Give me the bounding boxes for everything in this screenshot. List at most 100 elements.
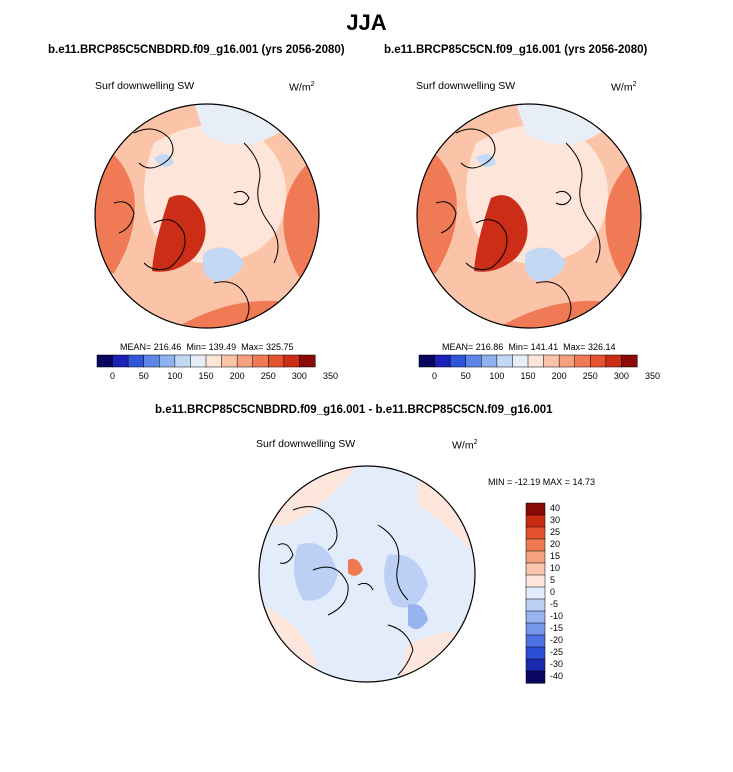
difference-colorbar-tick-label: -10 <box>550 611 564 621</box>
left-colorbar-box <box>205 354 223 368</box>
right-colorbar-box <box>481 354 498 368</box>
difference-colorbar-box <box>525 574 546 588</box>
left-colorbar-box <box>112 354 129 368</box>
left-colorbar-box <box>268 354 285 368</box>
right-colorbar-box <box>605 354 622 368</box>
difference-polar-map <box>258 465 476 683</box>
difference-panel-title: b.e11.BRCP85C5CNBDRD.f09_g16.001 - b.e11… <box>155 404 553 416</box>
difference-map-border <box>258 465 476 683</box>
difference-colorbar-tick-label: -25 <box>550 647 564 657</box>
difference-colorbar-tick-label: 30 <box>550 515 561 525</box>
right-map-field <box>417 104 641 328</box>
left-colorbar <box>96 354 316 368</box>
left-colorbar-box <box>127 354 145 368</box>
right-colorbar-tick-label: 0 <box>432 371 438 381</box>
right-coastline <box>465 219 508 271</box>
right-greenland <box>474 195 528 272</box>
right-colorbar-box <box>621 354 638 368</box>
difference-colorbar-tick-label: 40 <box>550 503 561 513</box>
right-colorbar-box <box>574 354 591 368</box>
right-coastline <box>555 190 572 206</box>
right-colorbar-box <box>418 354 436 368</box>
difference-negative-patch <box>384 554 428 608</box>
difference-colorbar-tick-label: -15 <box>550 623 564 633</box>
right-map-border <box>416 103 642 329</box>
left-coastline <box>233 190 250 206</box>
difference-coastline <box>387 624 414 676</box>
right-colorbar-box <box>449 354 467 368</box>
difference-colorbar-tick-label: -40 <box>550 671 564 681</box>
left-atlantic-low <box>202 247 244 282</box>
left-colorbar-box <box>236 354 254 368</box>
left-coastline <box>133 128 174 169</box>
left-map-field <box>95 104 319 328</box>
left-colorbar-tick-label: 50 <box>138 371 149 381</box>
left-blue-patch <box>154 154 174 167</box>
difference-colorbar-box <box>525 562 546 576</box>
left-colorbar-tick-label: 300 <box>291 371 307 381</box>
right-colorbar-box <box>527 354 545 368</box>
left-variable-label: Surf downwelling SW <box>95 80 195 92</box>
left-colorbar-box <box>283 354 300 368</box>
left-colorbar-ticks: 0 50 100 150 200 250 300 350 <box>97 371 338 383</box>
difference-colorbar-tick-label: -5 <box>550 599 559 609</box>
difference-colorbar-tick-label: 15 <box>550 551 561 561</box>
difference-coastline <box>292 506 338 551</box>
right-coastline <box>435 201 457 234</box>
right-variable-label: Surf downwelling SW <box>416 80 516 92</box>
right-colorbar-tick-label: 50 <box>460 371 471 381</box>
right-polar-map <box>416 103 642 329</box>
right-colorbar-tick-label: 300 <box>613 371 629 381</box>
left-coastline <box>243 142 279 264</box>
left-coastline <box>143 219 186 271</box>
difference-colorbar-box <box>525 646 546 660</box>
difference-coastline <box>277 543 294 564</box>
difference-colorbar-box <box>525 634 546 648</box>
difference-colorbar-tick-label: 0 <box>550 587 556 597</box>
difference-colorbar-tick-label: 25 <box>550 527 561 537</box>
right-colorbar-tick-label: 350 <box>645 371 661 381</box>
right-colorbar-box <box>434 354 451 368</box>
right-colorbar-tick-label: 150 <box>520 371 536 381</box>
left-coastline <box>213 281 250 324</box>
right-coastline <box>455 128 496 169</box>
right-colorbar-box <box>496 354 513 368</box>
left-colorbar-box <box>190 354 207 368</box>
right-colorbar-box <box>558 354 576 368</box>
difference-colorbar-box <box>525 598 546 612</box>
right-colorbar-tick-label: 250 <box>582 371 598 381</box>
left-colorbar-tick-label: 150 <box>198 371 214 381</box>
left-colorbar-box <box>299 354 316 368</box>
difference-colorbar-box <box>525 586 546 600</box>
left-colorbar-tick-label: 350 <box>323 371 339 381</box>
left-colorbar-tick-label: 100 <box>167 371 183 381</box>
left-colorbar-box <box>252 354 269 368</box>
difference-colorbar-box <box>525 670 546 684</box>
difference-colorbar-tick-label: -30 <box>550 659 564 669</box>
right-atlantic-low <box>524 247 566 282</box>
right-panel-title: b.e11.BRCP85C5CN.f09_g16.001 (yrs 2056-2… <box>384 44 648 56</box>
difference-positive-patch <box>348 558 363 576</box>
difference-negative-patch <box>408 604 428 629</box>
right-coastline <box>535 281 572 324</box>
left-colorbar-box <box>143 354 160 368</box>
right-colorbar-box <box>512 354 529 368</box>
right-coastline <box>565 142 601 264</box>
difference-negative-patch <box>294 543 338 601</box>
difference-units-label: W/m2 <box>452 439 478 452</box>
right-colorbar-tick-label: 200 <box>551 371 567 381</box>
right-colorbar-box <box>543 354 560 368</box>
left-units-label: W/m2 <box>289 81 315 94</box>
left-polar-map <box>94 103 320 329</box>
difference-colorbar-box <box>525 622 546 636</box>
difference-colorbar-box <box>525 658 546 672</box>
difference-colorbar-box <box>525 526 546 540</box>
left-panel-title: b.e11.BRCP85C5CNBDRD.f09_g16.001 (yrs 20… <box>48 44 345 56</box>
difference-colorbar-ticks: 40 30 25 20 15 10 5 0 -5 -10 -15 -20 -25 -30 -40 <box>550 503 580 683</box>
difference-colorbar-tick-label: 5 <box>550 575 556 585</box>
difference-coastline <box>357 582 374 591</box>
difference-stats: MIN = -12.19 MAX = 14.73 <box>488 477 596 487</box>
difference-colorbar-tick-label: 20 <box>550 539 561 549</box>
right-colorbar <box>418 354 638 368</box>
left-greenland <box>152 195 206 272</box>
